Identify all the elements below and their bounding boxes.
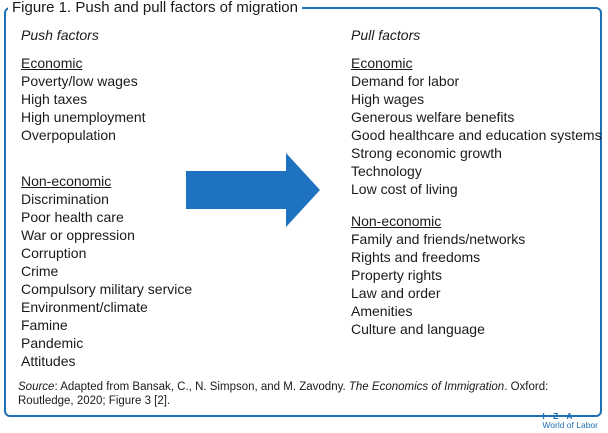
pull-noneconomic-item: Culture and language [351,321,485,337]
push-noneconomic-item: Poor health care [21,209,124,225]
pull-economic-label: Economic [351,55,413,71]
iza-logo: I Z A World of Labor [542,412,598,430]
iza-logo-wordmark: World of Labor [542,420,598,430]
push-noneconomic-item: Famine [21,317,68,333]
figure-frame [4,7,602,417]
pull-economic-item: Good healthcare and education systems [351,127,602,143]
push-economic-item: High unemployment [21,109,146,125]
pull-noneconomic-item: Property rights [351,267,443,283]
source-book-title: The Economics of Immigration [348,381,505,393]
iza-logo-mark: I Z A [542,411,576,421]
push-header: Push factors [21,27,99,43]
push-noneconomic-item: Environment/climate [21,299,148,315]
push-noneconomic-item: Discrimination [21,191,109,207]
pull-economic-item: Demand for labor [351,73,460,89]
figure-title: Figure 1. Push and pull factors of migra… [8,0,302,16]
source-text-after: . Oxford: Routledge, 2020; Figure 3 [2]. [18,381,549,407]
push-noneconomic-item: Corruption [21,245,87,261]
pull-economic-item: Generous welfare benefits [351,109,515,125]
push-economic-label: Economic [21,55,83,71]
source-text-before: : Adapted from Bansak, C., N. Simpson, a… [54,381,349,393]
pull-noneconomic-item: Rights and freedoms [351,249,481,265]
pull-noneconomic-label: Non-economic [351,213,442,229]
pull-noneconomic-item: Law and order [351,285,441,301]
push-economic-item: Poverty/low wages [21,73,138,89]
push-economic-item: Overpopulation [21,127,116,143]
pull-noneconomic-item: Amenities [351,303,413,319]
pull-header: Pull factors [351,27,421,43]
source-label: Source [18,381,55,393]
source-note: Source: Adapted from Bansak, C., N. Simp… [18,380,598,408]
push-noneconomic-item: Crime [21,263,59,279]
push-noneconomic-label: Non-economic [21,173,112,189]
push-noneconomic-item: Compulsory military service [21,281,193,297]
pull-noneconomic-item: Family and friends/networks [351,231,526,247]
push-noneconomic-item: Attitudes [21,353,76,369]
pull-economic-item: Strong economic growth [351,145,502,161]
push-noneconomic-item: Pandemic [21,335,84,351]
push-factors-column: Push factors Economic Poverty/low wages … [21,26,192,370]
push-to-pull-arrow-icon [186,153,320,227]
pull-factors-column: Pull factors Economic Demand for labor H… [351,26,602,338]
push-economic-item: High taxes [21,91,88,107]
push-noneconomic-item: War or oppression [21,227,135,243]
pull-economic-item: Low cost of living [351,181,458,197]
pull-economic-item: Technology [351,163,422,179]
pull-economic-item: High wages [351,91,425,107]
